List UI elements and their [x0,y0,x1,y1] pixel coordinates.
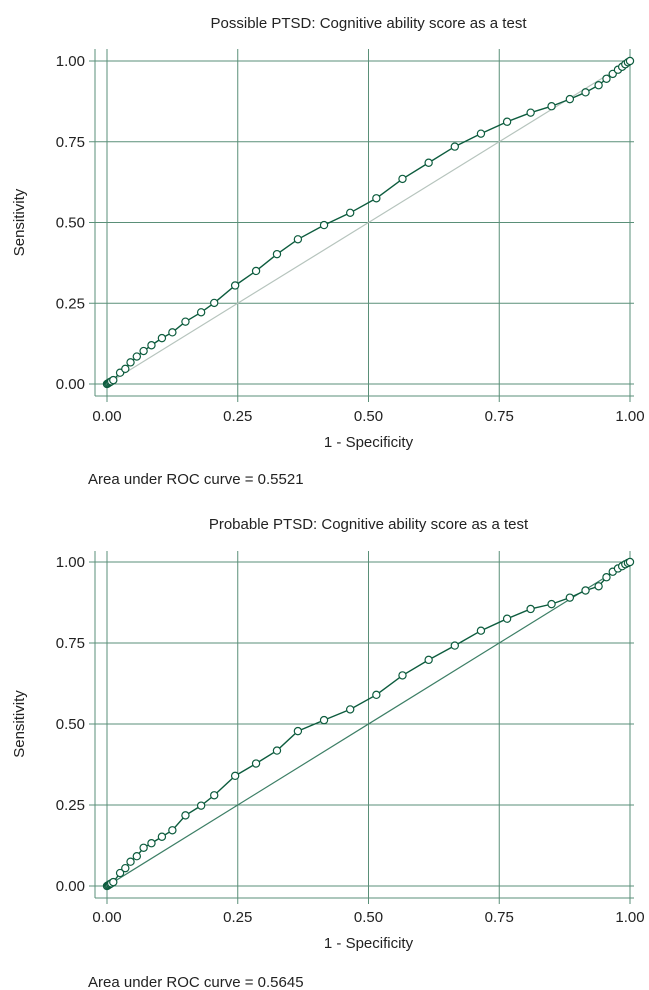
panel-2-roc-point-17 [230,771,240,781]
panel-2-roc-point-7 [121,863,130,873]
panel-2-y-tick-label-1: 0.25 [56,797,85,814]
panel-1-roc-point-14 [181,317,190,326]
panel-1-x-tick-label-1: 0.25 [223,408,252,425]
panel-1-y-tick-label-3: 0.75 [56,134,85,151]
panel-1-roc-point-19 [272,249,282,259]
panel-2-roc-point-22 [345,705,355,714]
panel-1-reference-diagonal [106,60,631,385]
panel-1-roc-point-17 [230,281,240,290]
panel-2-roc-point-34 [602,573,611,582]
panel-1-y-axis-label: Sensitivity [11,188,28,256]
panel-1-y-tick-label-0: 0.00 [56,376,85,393]
panel-1-x-tick-label-2: 0.50 [354,408,383,425]
panel-2-roc-point-14 [181,811,190,820]
panel-1-y-tick-label-2: 0.50 [56,215,85,232]
panel-1-roc-point-15 [196,308,206,317]
panel-2-roc-point-11 [147,839,156,848]
panel-2-roc-point-28 [502,614,512,623]
panel-1-roc-point-26 [450,142,459,151]
panel-2-roc-point-23 [372,690,381,700]
panel-2-x-tick-label-2: 0.50 [354,909,383,926]
panel-2-y-tick-label-3: 0.75 [56,635,85,652]
panel-2-roc-point-13 [168,826,177,835]
panel-2-roc-point-18 [251,759,261,768]
panel-1-auc-label: Area under ROC curve = 0.5521 [88,471,304,488]
panel-2-roc-point-15 [196,801,206,810]
panel-1-roc-point-5 [109,375,118,385]
panel-1-y-tick-label-4: 1.00 [56,53,85,70]
panel-2-roc-point-27 [476,626,486,635]
panel-1-roc-point-33 [594,81,603,90]
panel-2-roc-point-12 [157,832,167,841]
panel-2-roc-point-6 [115,868,125,878]
panel-2-auc-label: Area under ROC curve = 0.5645 [88,974,304,990]
panel-2-x-tick-label-1: 0.25 [223,909,252,926]
panel-1-chart-title: Possible PTSD: Cognitive ability score a… [211,15,528,32]
panel-1-roc-point-25 [424,158,433,167]
panel-2-roc-point-21 [319,715,329,725]
panel-1-x-axis-label: 1 - Specificity [324,434,414,451]
panel-1-roc-point-7 [121,364,130,374]
panel-1-roc-point-29 [526,108,535,117]
panel-1-roc-point-34 [602,74,611,83]
panel-2-roc-point-40 [625,557,635,567]
panel-1-x-tick-label-3: 0.75 [485,408,514,425]
panel-1-roc-point-10 [139,346,148,356]
panel-2-y-tick-label-4: 1.00 [56,554,85,571]
panel-1-roc-point-21 [319,220,329,230]
panel-2-reference-diagonal [106,561,631,887]
panel-2-y-tick-label-2: 0.50 [56,716,85,733]
panel-1-roc-point-22 [345,208,355,218]
panel-2-x-axis-label: 1 - Specificity [324,935,414,952]
panel-1-roc-point-23 [372,194,381,203]
panel-2-roc-point-26 [450,641,459,650]
panel-2-roc-point-31 [565,593,575,602]
panel-2-chart-title: Probable PTSD: Cognitive ability score a… [209,516,529,533]
panel-1-roc-point-9 [132,352,142,361]
panel-1-roc-point-31 [565,94,575,104]
panel-1-x-tick-label-0: 0.00 [92,408,121,425]
panel-2-roc-point-29 [526,604,535,614]
panel-2-roc-point-32 [581,586,590,595]
panel-1-roc-point-18 [251,266,261,276]
panel-1-roc-point-13 [168,328,177,337]
panel-2-x-tick-label-3: 0.75 [485,909,514,926]
panel-2-roc-point-16 [210,791,219,800]
panel-2-roc-point-25 [424,655,433,665]
panel-2-roc-point-19 [272,746,282,755]
panel-1-roc-point-11 [147,341,156,350]
panel-2-roc-point-8 [126,857,135,866]
panel-2-roc-point-5 [109,877,118,887]
panel-1-roc-point-8 [126,358,135,367]
panel-1-roc-point-27 [476,129,486,138]
panel-2-roc-point-10 [139,843,148,852]
panel-1-roc-point-40 [625,56,635,66]
panel-2-roc-point-30 [547,599,556,609]
panel-2-y-axis-label: Sensitivity [11,690,28,758]
panel-2-roc-point-33 [594,582,603,591]
panel-1-roc-point-20 [293,235,303,244]
panel-2-roc-point-20 [293,726,303,736]
panel-2-y-tick-label-0: 0.00 [56,878,85,895]
panel-1-roc-point-24 [398,174,407,184]
panel-1-roc-point-30 [547,102,556,111]
panel-1-y-tick-label-1: 0.25 [56,295,85,312]
panel-1-roc-point-12 [157,333,167,343]
panel-2-roc-point-9 [132,851,142,861]
panel-1-roc-point-16 [210,298,219,308]
panel-2-roc-point-24 [398,671,407,680]
panel-1-roc-point-32 [581,88,590,97]
panel-2-x-tick-label-0: 0.00 [92,909,121,926]
panel-1-x-tick-label-4: 1.00 [615,408,644,425]
panel-2-x-tick-label-4: 1.00 [615,909,644,926]
panel-1-roc-point-28 [502,117,512,126]
